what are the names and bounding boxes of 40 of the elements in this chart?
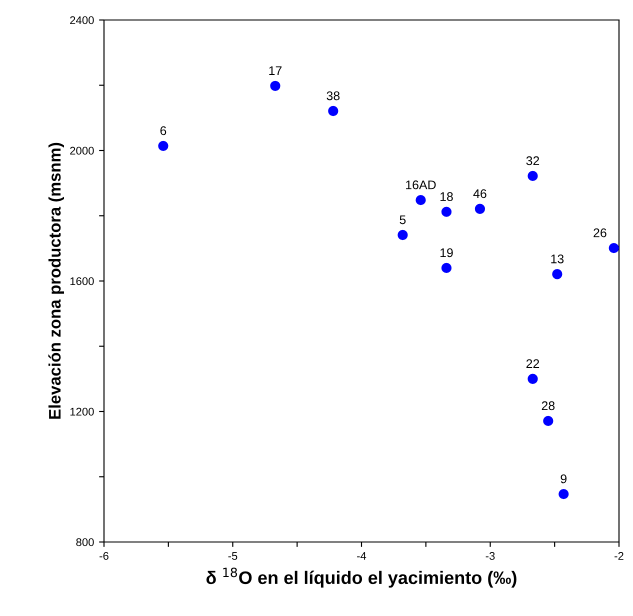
annotation: 46 xyxy=(473,189,486,198)
annotation: 22 xyxy=(526,359,540,368)
y-tick-label: 1200 xyxy=(70,408,94,416)
point xyxy=(558,488,569,500)
point xyxy=(270,80,280,91)
point xyxy=(158,140,168,152)
y-tick-label: 2000 xyxy=(70,146,94,155)
point xyxy=(528,374,538,384)
y-tick-label: 800 xyxy=(76,538,94,546)
annotation: 38 xyxy=(326,91,340,100)
annotation: 26 xyxy=(594,228,606,238)
point xyxy=(328,106,338,116)
x-axis-title: δ $^{18}$O en el líquido el yacimiento (‰) xyxy=(206,568,516,588)
annotation: 32 xyxy=(526,156,540,166)
point xyxy=(441,206,452,217)
y-tick-label: 1600 xyxy=(70,277,94,286)
x-tick-label: -2 xyxy=(614,552,624,560)
x-tick-label: -4 xyxy=(357,552,366,560)
x-tick-label: -6 xyxy=(100,552,108,560)
annotation: 16AD xyxy=(406,180,436,190)
annotation: 6 xyxy=(160,126,166,136)
annotation: 28 xyxy=(542,401,555,410)
point xyxy=(474,204,486,214)
point xyxy=(398,230,408,240)
point xyxy=(441,262,452,274)
annotation: 9 xyxy=(560,474,567,484)
point xyxy=(608,242,619,254)
point xyxy=(552,269,562,280)
point xyxy=(416,195,426,206)
annotation: 17 xyxy=(269,66,282,75)
annotation: 18 xyxy=(440,192,453,202)
y-axis-title: Elevación zona productora (msnm) xyxy=(48,142,64,419)
annotation: 5 xyxy=(400,215,406,224)
y-tick-label: 2400 xyxy=(70,16,94,24)
annotation: 19 xyxy=(440,248,453,258)
point xyxy=(543,416,554,426)
x-tick-label: -5 xyxy=(228,552,238,560)
x-tick-label: -3 xyxy=(486,552,495,560)
point xyxy=(528,170,538,182)
annotation: 13 xyxy=(551,254,564,264)
